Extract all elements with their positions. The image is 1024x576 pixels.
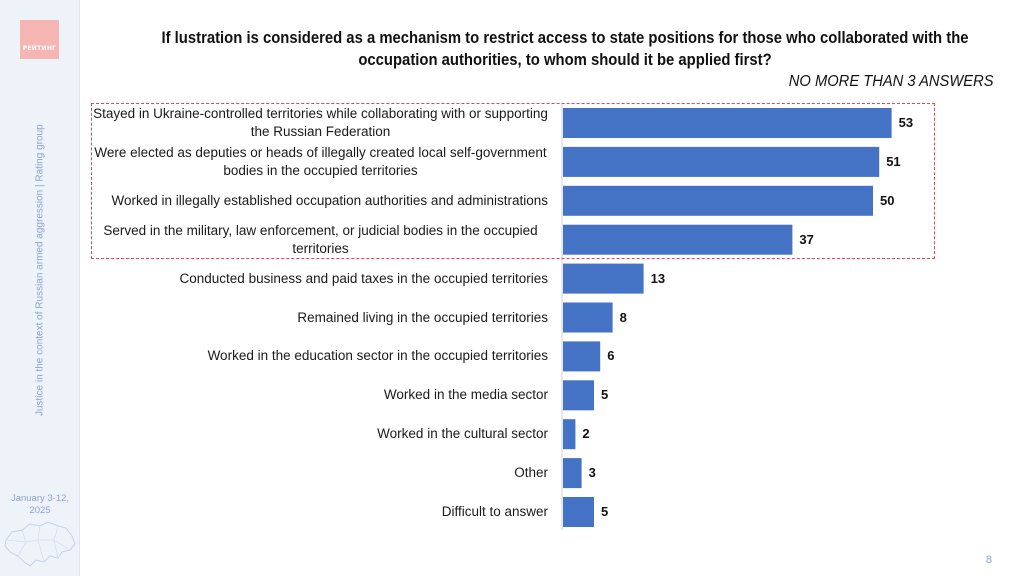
category-label-8: Worked in the media sector [383,387,548,403]
bar-5 [563,263,644,294]
value-label-9: 2 [582,426,590,442]
value-label-8: 5 [601,387,609,403]
bar-2 [563,146,880,177]
category-label-7: Worked in the education sector in the oc… [207,348,548,364]
category-label-2: Were elected as deputies or heads of ill… [94,144,547,178]
chart-title: If lustration is considered as a mechani… [161,29,969,69]
survey-date-line1: January 3-12, [10,493,70,504]
survey-date-line2: 2025 [29,505,51,516]
value-label-5: 13 [650,270,666,286]
value-label-6: 8 [619,309,627,325]
bar-8 [563,380,594,411]
bar-11 [563,497,594,527]
category-label-1: Stayed in Ukraine-controlled territories… [93,106,548,139]
category-label-4: Served in the military, law enforcement,… [103,222,538,256]
bar-7 [563,341,601,372]
bar-1 [563,108,892,138]
ukraine-map-icon [4,521,76,567]
value-label-2: 51 [886,153,901,169]
rating-logo: РЕЙТИНГ [20,20,59,59]
bar-9 [563,419,576,450]
bar-6 [563,302,613,333]
highlight-box [91,103,935,259]
value-label-7: 6 [607,348,615,364]
chart-subtitle: NO MORE THAN 3 ANSWERS [789,73,994,90]
category-label-3: Worked in illegally established occupati… [111,192,549,208]
bar-10 [563,458,582,489]
bar-3 [563,185,873,216]
category-label-11: Difficult to answer [441,504,548,519]
value-label-11: 5 [601,504,609,519]
category-label-6: Remained living in the occupied territor… [297,309,548,325]
category-label-5: Conducted business and paid taxes in the… [179,270,548,286]
page-number: 8 [985,554,992,566]
logo-text: РЕЙТИНГ [22,45,57,52]
value-label-1: 53 [898,115,914,130]
sidebar: РЕЙТИНГ Justice in the context of Russia… [0,0,80,576]
value-label-3: 50 [880,192,895,208]
value-label-4: 37 [799,231,814,247]
value-label-10: 3 [588,465,596,481]
category-label-9: Worked in the cultural sector [377,426,548,442]
category-label-10: Other [514,465,548,481]
bar-4 [563,224,793,255]
survey-date: January 3-12, 2025 [0,493,80,517]
